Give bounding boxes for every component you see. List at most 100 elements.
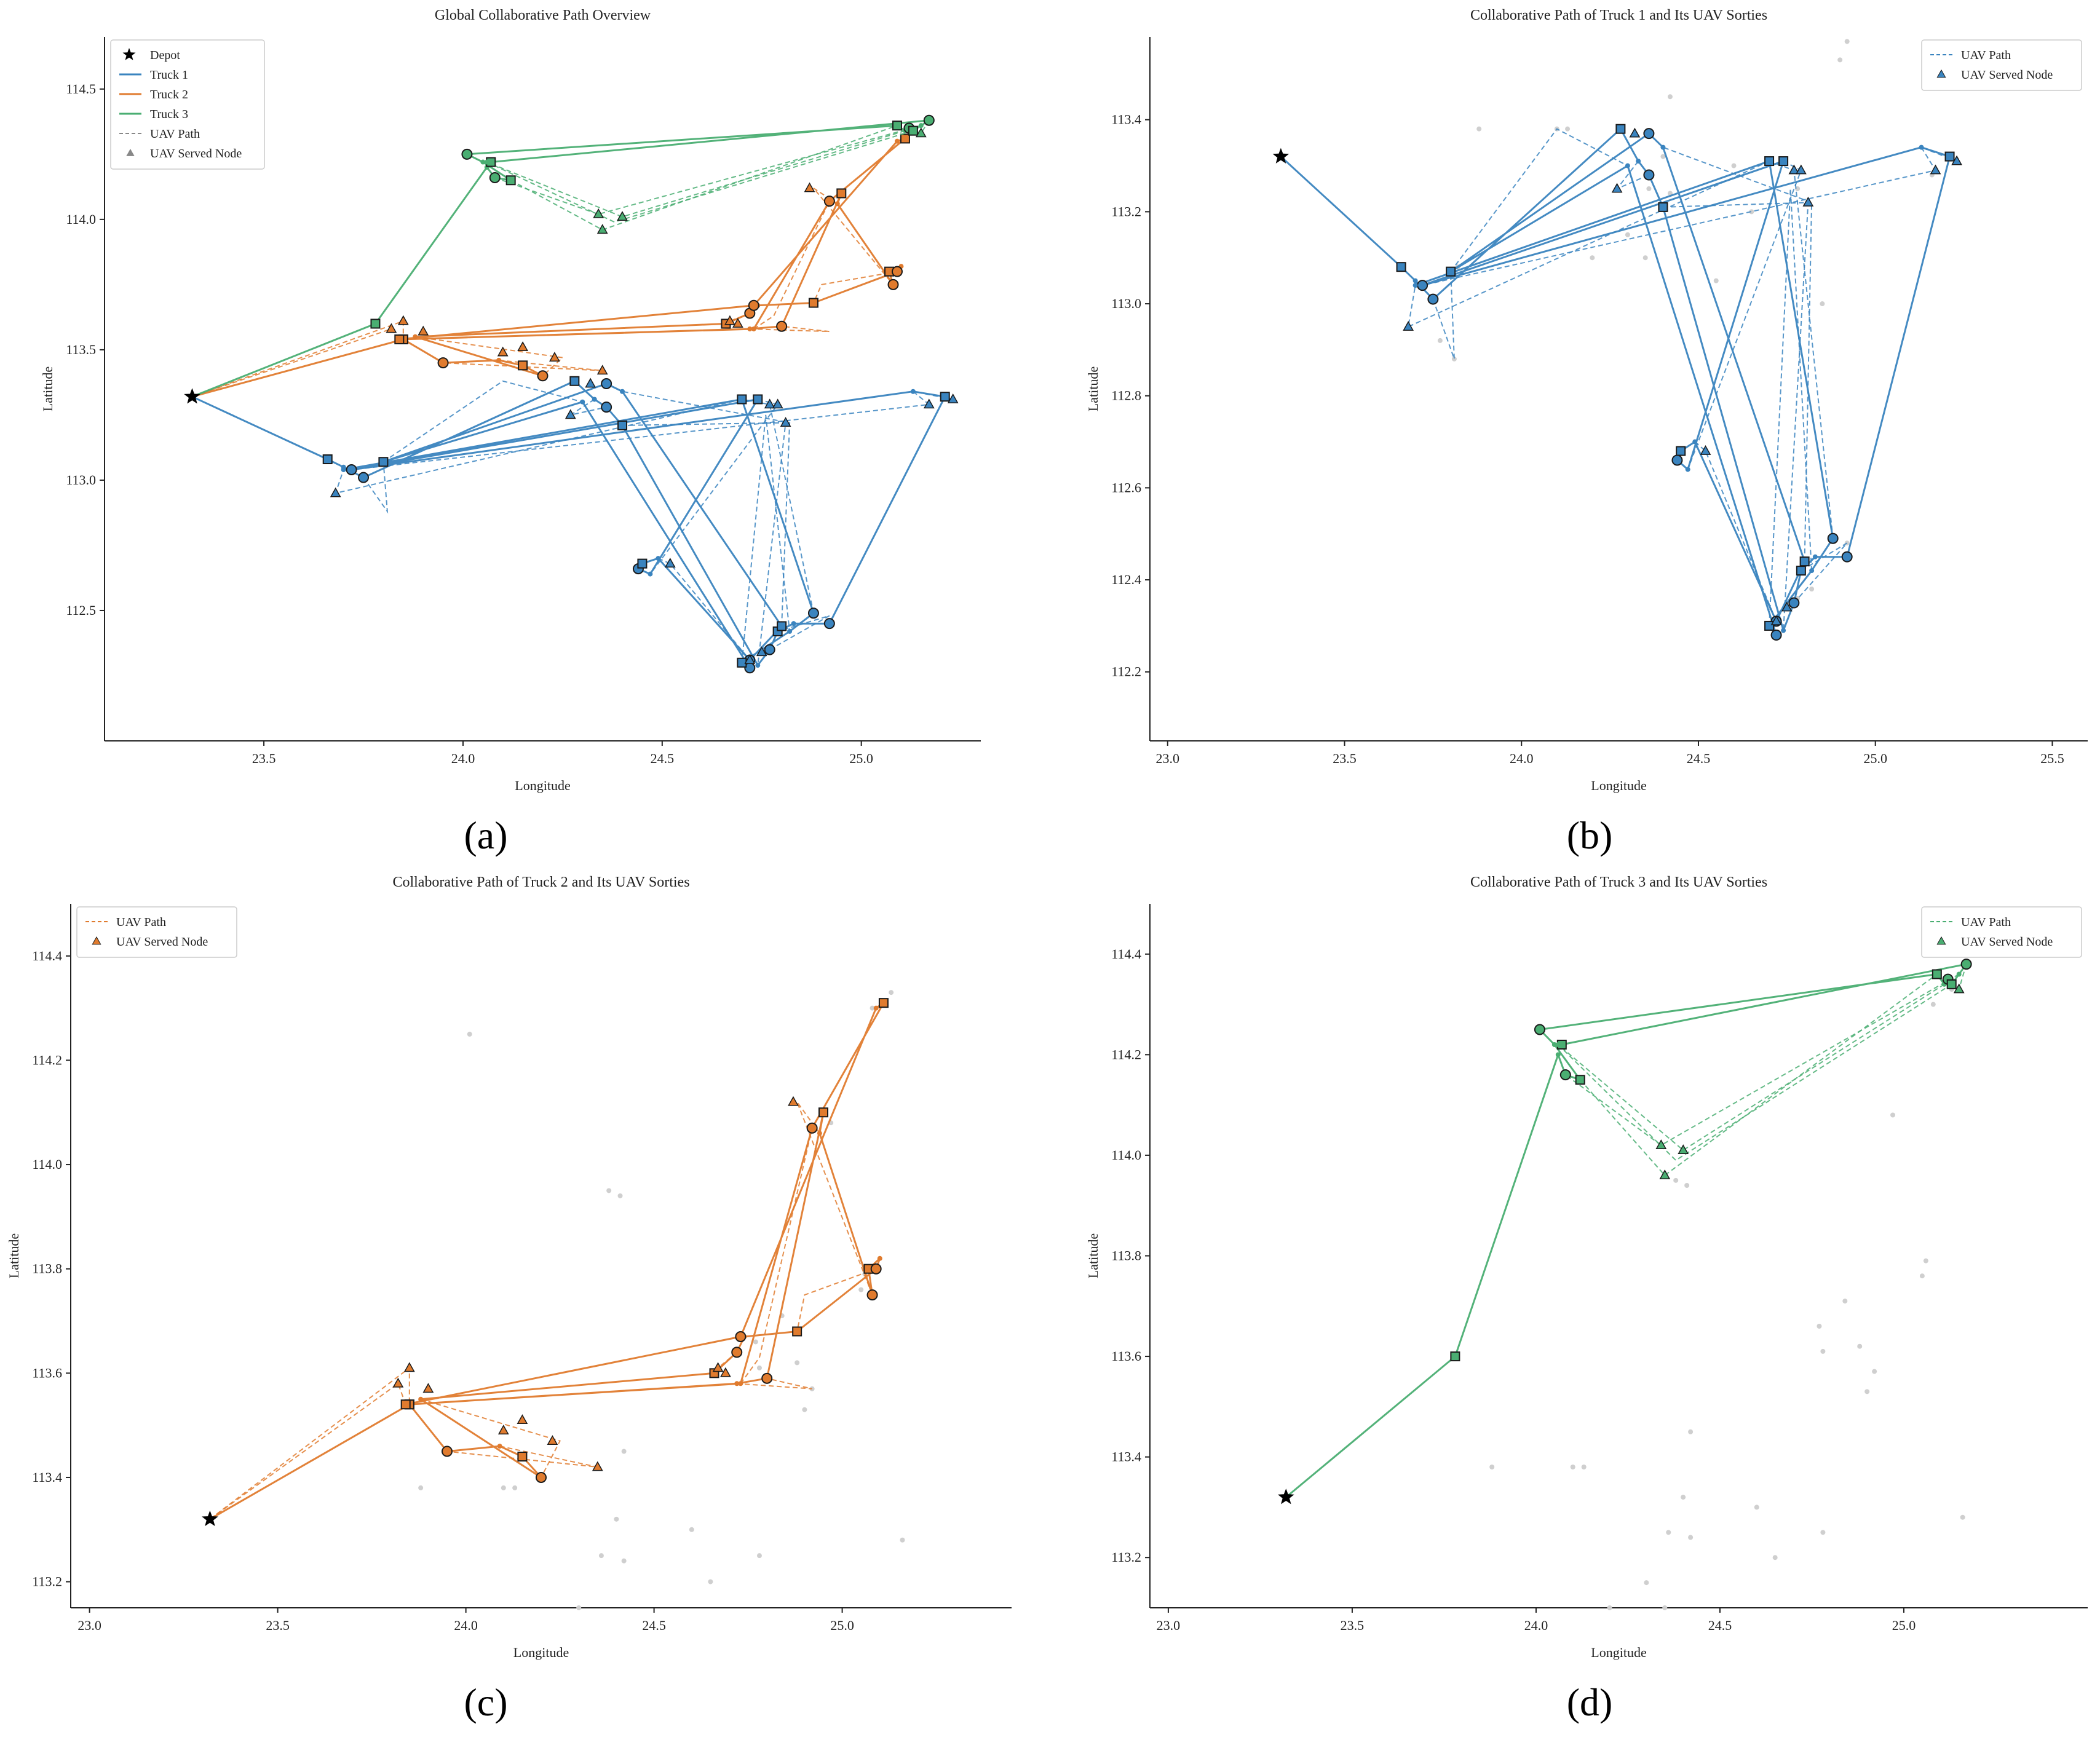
truck3-launch-node [461, 148, 473, 160]
truck1-launch-node [1417, 280, 1428, 291]
x-tick-label: 24.5 [642, 1618, 666, 1633]
uav-served-node [403, 1362, 415, 1372]
truck1-recover-node [1764, 620, 1775, 631]
background-node [1625, 232, 1630, 237]
background-node [1809, 587, 1815, 592]
depot-marker [1272, 148, 1290, 164]
truck2-recover-node [878, 998, 889, 1008]
uav-served-node [1655, 1139, 1667, 1149]
background-node [1731, 163, 1737, 168]
uav-served-node [517, 341, 528, 351]
uav-served-node [418, 325, 429, 336]
truck2-customer-node [834, 201, 840, 207]
truck1-recover-node [1796, 566, 1806, 576]
truck1-customer-node [580, 399, 585, 405]
truck3-recover-node [892, 121, 902, 131]
uav-served-node [1770, 615, 1782, 625]
background-node [606, 1188, 612, 1193]
uav-served-node [724, 315, 735, 325]
background-node [1565, 126, 1571, 132]
truck1-customer-node [592, 397, 597, 402]
truck3-recover-node [1450, 1351, 1460, 1362]
truck1-launch-node [1427, 293, 1439, 305]
uav-path [622, 390, 791, 627]
truck1-recover-node [617, 420, 628, 430]
truck2-launch-node [806, 1122, 818, 1134]
uav-path [382, 380, 583, 463]
legend-served-icon [92, 936, 101, 945]
truck1-launch-node [1827, 532, 1839, 544]
truck2-recover-node [518, 360, 528, 371]
background-node [689, 1527, 694, 1532]
truck3-recover-node [505, 175, 516, 186]
uav-served-node [593, 208, 604, 218]
background-node [1923, 1258, 1928, 1263]
background-node [1489, 1465, 1495, 1469]
y-tick-label: 114.0 [1111, 1147, 1141, 1163]
uav-served-node [756, 646, 767, 657]
x-tick-label: 24.0 [1510, 751, 1534, 766]
y-tick-label: 113.0 [66, 472, 96, 488]
truck1-customer-node [1413, 278, 1418, 283]
uav-path [1793, 542, 1848, 604]
uav-path [363, 462, 389, 514]
truck1-launch-node [1643, 128, 1655, 140]
y-tick-label: 113.8 [1111, 1248, 1141, 1263]
truck1-launch-node [807, 607, 819, 619]
legend-label: Depot [150, 49, 180, 62]
uav-served-node [397, 315, 409, 325]
truck1-launch-node [358, 472, 370, 483]
x-tick-label: 25.5 [2040, 751, 2064, 766]
truck1-recover-node [1396, 262, 1406, 272]
legend-label: UAV Path [116, 915, 166, 929]
background-node [1570, 1465, 1575, 1469]
background-node [1666, 1530, 1671, 1535]
background-node [512, 1485, 518, 1490]
background-node [1646, 186, 1652, 191]
uav-served-node [1802, 196, 1814, 207]
background-node [794, 1360, 800, 1366]
truck2-launch-node [823, 196, 835, 207]
x-tick-label: 25.0 [1863, 751, 1887, 766]
background-node [418, 1485, 424, 1490]
x-axis-label: Longitude [515, 778, 570, 793]
y-tick-label: 112.6 [1111, 480, 1141, 495]
background-node [1581, 1465, 1587, 1469]
background-node [1681, 1495, 1686, 1500]
uav-path [1565, 973, 1960, 1146]
truck1-recover-node [569, 376, 580, 386]
legend-label: UAV Served Node [116, 935, 208, 949]
uav-served-node [732, 317, 743, 328]
uav-served-node [923, 398, 935, 409]
depot-marker [184, 388, 200, 404]
uav-path [415, 336, 565, 377]
uav-served-node [1788, 164, 1800, 175]
background-node [1960, 1514, 1965, 1520]
uav-served-node [664, 558, 676, 567]
truck1-recover-node [737, 394, 747, 405]
y-tick-label: 114.4 [1111, 946, 1141, 962]
truck1-customer-node [1919, 144, 1924, 150]
uav-served-node [1781, 601, 1793, 612]
uav-served-node [596, 365, 608, 375]
truck2-customer-node [751, 326, 756, 331]
truck1-recover-node [637, 558, 648, 569]
uav-path [192, 320, 404, 398]
uav-served-node [1659, 1169, 1671, 1179]
truck3-customer-node [1555, 1052, 1561, 1058]
uav-path [1694, 441, 1777, 622]
truck3-route [191, 119, 930, 398]
background-node [467, 1032, 472, 1037]
truck2-launch-node [537, 370, 549, 382]
truck3-launch-node [1559, 1069, 1571, 1081]
background-node [501, 1485, 506, 1490]
truck1-recover-node [322, 454, 333, 464]
truck2-recover-node [792, 1326, 802, 1337]
truck2-customer-node [418, 1396, 424, 1402]
panel-title: Collaborative Path of Truck 3 and Its UA… [1470, 874, 1767, 890]
truck3-customer-node [918, 123, 924, 129]
uav-served-node [1796, 164, 1807, 175]
truck2-recover-node [394, 334, 405, 344]
truck3-recover-node [1932, 969, 1942, 979]
background-node [858, 1287, 864, 1292]
